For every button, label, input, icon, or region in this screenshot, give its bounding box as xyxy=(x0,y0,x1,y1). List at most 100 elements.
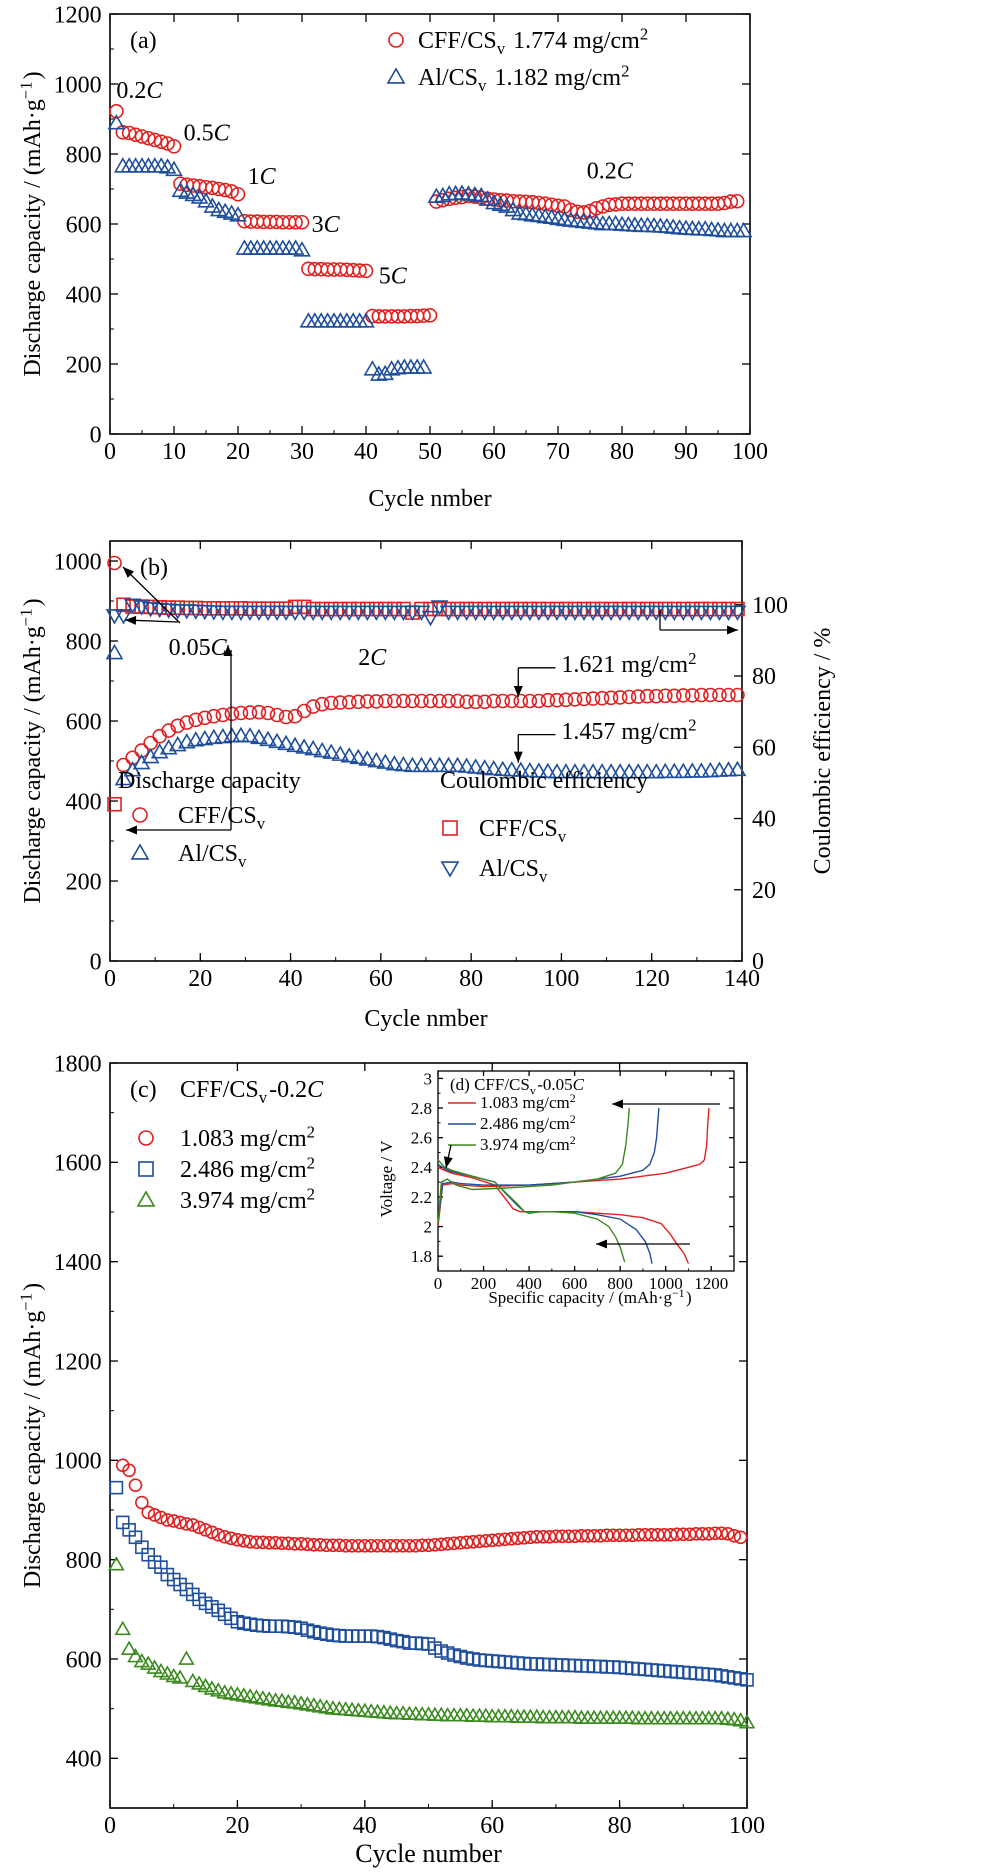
data-point xyxy=(603,690,619,706)
data-point xyxy=(223,727,241,743)
y-tick-label: 600 xyxy=(66,1647,102,1673)
data-point xyxy=(493,605,512,621)
data-point xyxy=(478,190,497,206)
arrow-1457-head-head xyxy=(513,751,523,763)
data-point xyxy=(224,1531,238,1546)
data-point xyxy=(367,605,386,621)
data-point xyxy=(593,763,611,779)
x-tick-label: 40 xyxy=(279,966,303,992)
legend-label: Al/CSv 1.182 mg/cm2 xyxy=(418,62,632,95)
data-point xyxy=(453,1535,468,1550)
data-point xyxy=(548,605,566,621)
data-point xyxy=(479,1533,493,1548)
data-point xyxy=(153,134,169,150)
data-point xyxy=(701,605,720,621)
legend-title: Discharge capacity xyxy=(118,768,301,794)
data-point xyxy=(576,601,592,617)
y-tick-label: 2.6 xyxy=(411,1129,432,1148)
legend-marker xyxy=(440,861,460,878)
data-point xyxy=(719,761,738,777)
data-point xyxy=(322,605,341,621)
data-point xyxy=(141,1505,156,1520)
data-point xyxy=(740,1673,754,1687)
series-0 xyxy=(107,555,745,773)
legend-label: 3.974 mg/cm2 xyxy=(180,1185,317,1214)
y-tick-label: 1000 xyxy=(54,1449,102,1475)
x-tick-label: 20 xyxy=(188,966,212,992)
data-point xyxy=(549,601,565,617)
data-point xyxy=(217,1530,232,1544)
data-point xyxy=(468,694,483,710)
data-point xyxy=(666,601,682,617)
plot-frame xyxy=(437,1070,735,1272)
series-3 xyxy=(105,598,747,627)
y-tick-label: 2.4 xyxy=(411,1158,433,1177)
data-point xyxy=(421,756,440,773)
data-point xyxy=(286,736,304,753)
data-point xyxy=(159,603,178,619)
data-point xyxy=(430,756,449,773)
arrow-1621-head-head xyxy=(513,686,523,697)
data-point xyxy=(674,605,693,621)
data-point xyxy=(259,730,277,747)
data-point xyxy=(448,756,467,773)
x-tick-label: 100 xyxy=(732,439,768,465)
data-point xyxy=(594,601,610,617)
data-point xyxy=(313,605,332,621)
data-point xyxy=(498,1532,512,1547)
data-point xyxy=(539,605,557,621)
data-point xyxy=(378,693,393,709)
data-point xyxy=(350,694,366,710)
data-point xyxy=(190,188,209,204)
data-point xyxy=(314,601,330,617)
x-tick-label: 60 xyxy=(480,1813,504,1839)
y-tick-label: 2.2 xyxy=(411,1188,432,1207)
data-point xyxy=(466,605,485,621)
data-point xyxy=(676,688,691,703)
inset-arrow-start-head xyxy=(443,1156,453,1168)
data-point xyxy=(331,745,350,761)
data-point xyxy=(360,601,375,617)
data-point xyxy=(493,760,512,777)
y2-tick-label: 80 xyxy=(752,664,776,690)
arrow-005c-al-head xyxy=(125,615,137,625)
data-point xyxy=(230,186,246,202)
x-tick-label: 30 xyxy=(290,439,314,465)
data-point xyxy=(331,605,350,621)
data-point xyxy=(358,263,374,279)
y-tick-label: 1200 xyxy=(54,1349,102,1375)
data-point xyxy=(403,756,422,773)
data-point xyxy=(666,688,682,704)
data-point xyxy=(457,605,476,621)
data-point xyxy=(513,693,529,709)
data-point xyxy=(114,769,133,786)
x-tick-label: 20 xyxy=(225,1813,249,1839)
data-point xyxy=(120,1640,138,1655)
data-point xyxy=(685,688,700,703)
panel-label: (b) xyxy=(140,555,168,581)
data-point xyxy=(692,605,711,621)
y-tick-label: 400 xyxy=(66,1747,102,1773)
data-point xyxy=(567,692,583,707)
data-point xyxy=(531,693,547,709)
data-point xyxy=(432,693,447,709)
data-point xyxy=(683,605,702,621)
y-tick-label: 1000 xyxy=(54,72,102,98)
x-tick-label: 40 xyxy=(354,439,378,465)
data-point xyxy=(441,601,456,617)
y-tick-label: 200 xyxy=(66,869,102,895)
data-point xyxy=(728,760,747,777)
x-tick-label: 40 xyxy=(353,1813,377,1839)
panel-label: (a) xyxy=(130,28,157,54)
data-point xyxy=(161,723,176,738)
data-point xyxy=(394,605,413,621)
data-point xyxy=(230,1533,245,1547)
x-tick-label: 60 xyxy=(482,439,506,465)
data-point xyxy=(423,601,438,617)
data-point xyxy=(233,705,249,721)
rate-label: 3C xyxy=(312,212,341,238)
data-point xyxy=(305,699,321,714)
data-point xyxy=(472,186,491,203)
data-point xyxy=(268,732,286,749)
rate-label: 0.5C xyxy=(184,121,231,147)
